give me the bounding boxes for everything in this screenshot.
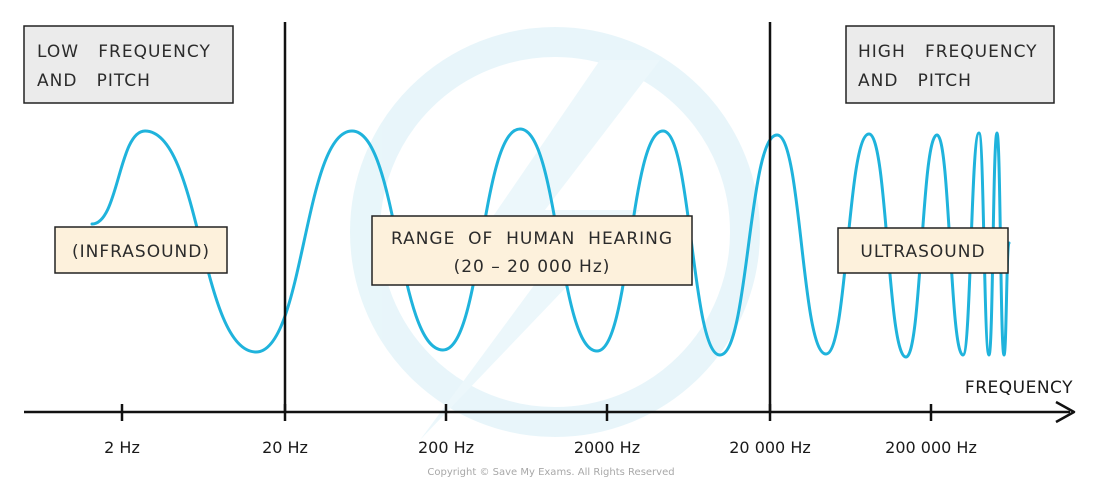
- axis-tick-label: 20 Hz: [262, 438, 308, 457]
- low-frequency-line1: LOW FREQUENCY: [37, 42, 211, 62]
- infrasound-label-box: (INFRASOUND): [54, 226, 228, 274]
- axis-tick-label: 2000 Hz: [574, 438, 640, 457]
- axis-ticks: 2 Hz 20 Hz 200 Hz 2000 Hz 20 000 Hz 200 000 H…: [104, 404, 977, 457]
- infrasound-label: (INFRASOUND): [72, 242, 210, 262]
- hearing-range-line1: RANGE OF HUMAN HEARING: [391, 229, 673, 249]
- copyright-text: Copyright © Save My Exams. All Rights Re…: [427, 467, 674, 478]
- ultrasound-label: ULTRASOUND: [860, 242, 985, 262]
- hearing-range-label-box: RANGE OF HUMAN HEARING (20 – 20 000 Hz): [371, 215, 693, 286]
- axis-arrowhead: [1055, 400, 1076, 424]
- high-frequency-line1: HIGH FREQUENCY: [858, 42, 1038, 62]
- high-frequency-line2: AND PITCH: [858, 71, 972, 91]
- axis-title: FREQUENCY: [965, 378, 1073, 398]
- hearing-range-line2: (20 – 20 000 Hz): [454, 257, 611, 277]
- low-frequency-line2: AND PITCH: [37, 71, 151, 91]
- high-frequency-box: HIGH FREQUENCY AND PITCH: [845, 25, 1055, 104]
- low-frequency-box: LOW FREQUENCY AND PITCH: [23, 25, 234, 104]
- axis-tick-label: 2 Hz: [104, 438, 140, 457]
- axis-tick-label: 20 000 Hz: [729, 438, 811, 457]
- axis-tick-label: 200 000 Hz: [885, 438, 977, 457]
- axis-tick-label: 200 Hz: [418, 438, 474, 457]
- ultrasound-label-box: ULTRASOUND: [837, 227, 1009, 274]
- frequency-axis: FREQUENCY 2 Hz 20 Hz 200 Hz 2000 Hz 20 000 H…: [24, 378, 1076, 457]
